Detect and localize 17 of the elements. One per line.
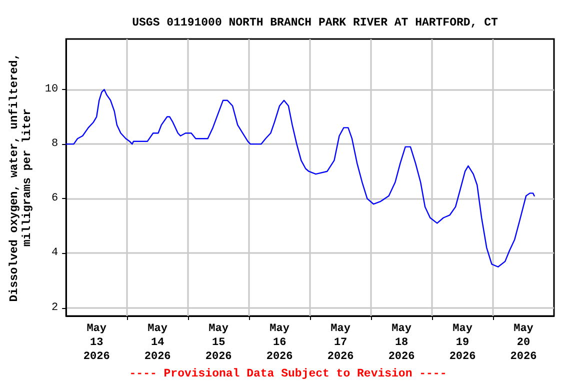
x-tick-label: May 17 2026 [327,323,354,363]
x-tick-label: May 15 2026 [205,323,232,363]
x-tick-label: May 13 2026 [83,323,110,363]
x-tick-label: May 14 2026 [144,323,171,363]
y-axis-title: Dissolved oxygen, water, unfiltered, milligrams per liter [8,53,34,302]
y-tick-label: 2 [51,302,58,314]
text: ---- Provisional Data Subject to Revision ---- [129,368,447,380]
y-tick-label: 6 [51,192,58,205]
x-tick-label: May 18 2026 [388,323,415,363]
y-tick-label: 8 [51,138,58,150]
y-tick-label: 4 [51,247,58,260]
x-tick-label: May 20 2026 [510,323,537,363]
x-tick-label: May 16 2026 [266,323,293,363]
y-tick-label: 10 [44,83,58,96]
chart-title: USGS 01191000 NORTH BRANCH PARK RIVER AT HARTFORD, CT [132,16,498,30]
x-tick-label: May 19 2026 [449,323,476,363]
line-series [66,88,535,268]
